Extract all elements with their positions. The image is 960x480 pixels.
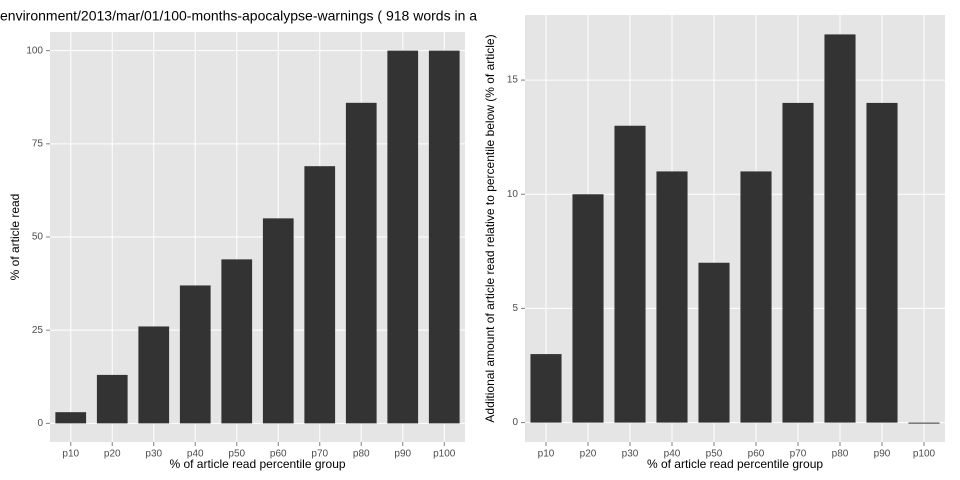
x-tick-label: p10 (538, 449, 555, 460)
x-axis-title: % of article read percentile group (169, 457, 345, 471)
y-axis-title: Additional amount of article read relati… (483, 34, 497, 422)
y-tick-label: 50 (32, 232, 44, 243)
bar (304, 166, 336, 424)
bar (824, 34, 856, 423)
x-tick-label: p90 (394, 449, 411, 460)
bar (572, 194, 604, 423)
y-tick-label: 5 (512, 303, 518, 314)
y-tick-label: 10 (507, 189, 519, 200)
bar (614, 125, 646, 423)
bar (782, 102, 814, 423)
x-axis-title: % of article read percentile group (647, 457, 823, 471)
bar (138, 326, 170, 424)
x-tick-label: p40 (664, 449, 681, 460)
bar (55, 412, 87, 424)
bar (740, 171, 772, 423)
bar (96, 374, 128, 424)
bar (221, 259, 253, 424)
y-tick-label: 0 (512, 417, 518, 428)
x-tick-label: p100 (913, 449, 936, 460)
y-tick-label: 25 (32, 325, 44, 336)
x-tick-label: p80 (832, 449, 849, 460)
x-tick-label: p70 (790, 449, 807, 460)
bar (345, 102, 377, 424)
bar (387, 50, 419, 424)
x-tick-label: p20 (580, 449, 597, 460)
bar (428, 50, 460, 424)
y-axis-title: % of article read (8, 194, 22, 281)
x-tick-label: p70 (311, 449, 328, 460)
y-tick-label: 15 (507, 75, 519, 86)
x-tick-label: p30 (622, 449, 639, 460)
x-tick-label: p60 (748, 449, 765, 460)
x-tick-label: p30 (145, 449, 162, 460)
x-tick-label: p80 (353, 449, 370, 460)
x-tick-label: p20 (104, 449, 121, 460)
bar (656, 171, 688, 423)
chart-title: environment/2013/mar/01/100-months-apoca… (0, 8, 477, 24)
bar (530, 354, 562, 423)
y-tick-label: 0 (37, 418, 43, 429)
x-tick-label: p100 (433, 449, 456, 460)
y-tick-label: 75 (32, 138, 44, 149)
bar (908, 422, 940, 424)
y-tick-label: 100 (26, 45, 43, 56)
bar (698, 262, 730, 423)
bar (866, 102, 898, 423)
x-tick-label: p40 (187, 449, 204, 460)
x-tick-label: p60 (270, 449, 287, 460)
x-tick-label: p90 (874, 449, 891, 460)
x-tick-label: p10 (62, 449, 79, 460)
x-tick-label: p50 (228, 449, 245, 460)
bar (179, 285, 211, 424)
bar (262, 218, 294, 424)
x-tick-label: p50 (706, 449, 723, 460)
